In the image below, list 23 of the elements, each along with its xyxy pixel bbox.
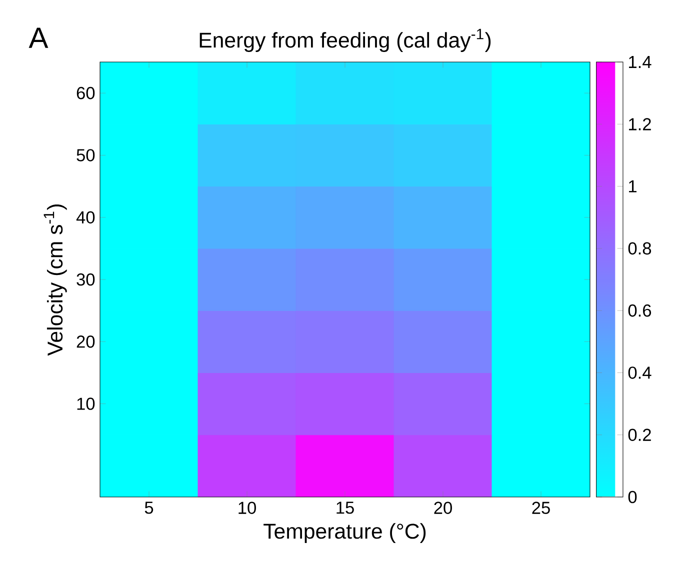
color-bar-label: 1 [629, 180, 636, 192]
y-tick-label: 40 [76, 211, 95, 224]
x-tick-label: 5 [144, 502, 154, 514]
color-bar-label: 0.4 [628, 366, 652, 379]
text: A [28, 28, 48, 48]
color-bar-label: 0.6 [628, 304, 652, 317]
x-tick-label: 15 [336, 502, 354, 514]
y-tick-label: 60 [76, 86, 95, 100]
x-tick-label: 20 [434, 502, 452, 514]
y-tick-label: 30 [76, 273, 95, 286]
x-tick-label: 10 [238, 502, 256, 514]
chart-title: Energy from feeding (cal day$^{-1}$) [200, 28, 491, 52]
y-tick-label: 10 [77, 398, 95, 410]
color-bar-label: 0.8 [628, 242, 652, 255]
color-bar-label: 0.2 [628, 428, 651, 441]
y-tick-label: 20 [76, 336, 95, 348]
y-axis-title: Velocity (cm s$^{-1}$) [44, 204, 67, 356]
x-axis-title: Temperature (°C) [264, 523, 426, 544]
color-bar-label: 1.4 [629, 56, 652, 68]
y-tick-label: 50 [76, 149, 95, 162]
color-bar-label: 1.2 [629, 118, 651, 130]
color-bar-label: 0 [628, 490, 637, 504]
x-tick-label: 25 [532, 502, 550, 514]
